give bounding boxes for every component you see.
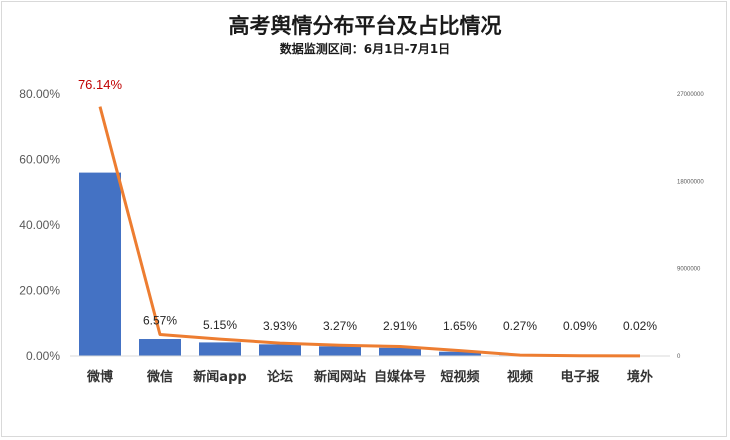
y-right-tick-label: 0 — [677, 354, 681, 360]
category-label: 短视频 — [440, 369, 479, 385]
y-right-tick-label: 18000000 — [677, 179, 704, 185]
category-label: 自媒体号 — [374, 369, 426, 385]
category-label: 微信 — [146, 369, 173, 385]
bar-新闻app — [199, 342, 241, 356]
data-label: 3.27% — [323, 319, 357, 333]
y-left-tick-label: 40.00% — [19, 218, 60, 232]
category-label: 视频 — [507, 369, 533, 385]
bar-微信 — [139, 339, 181, 356]
data-label: 6.57% — [143, 313, 177, 327]
y-right-tick-label: 27000000 — [677, 92, 704, 98]
bar-微博 — [79, 172, 121, 356]
bar-自媒体号 — [379, 347, 421, 356]
y-left-tick-label: 80.00% — [19, 87, 60, 101]
y-left-tick-label: 0.00% — [26, 349, 60, 363]
y-left-tick-label: 60.00% — [19, 153, 60, 167]
chart-title: 高考舆情分布平台及占比情况 — [228, 14, 502, 38]
data-label: 76.14% — [78, 77, 123, 92]
bar-论坛 — [259, 344, 301, 356]
data-label: 2.91% — [383, 319, 417, 333]
data-label: 5.15% — [203, 318, 237, 332]
category-label: 微博 — [86, 369, 113, 385]
data-label: 3.93% — [263, 319, 297, 333]
bar-新闻网站 — [319, 346, 361, 356]
chart-subtitle: 数据监测区间：6月1日-7月1日 — [279, 42, 451, 56]
category-label: 电子报 — [560, 369, 600, 385]
category-label: 新闻app — [193, 369, 246, 385]
data-label: 0.09% — [563, 319, 597, 333]
category-label: 境外 — [627, 369, 653, 385]
data-label: 0.27% — [503, 319, 537, 333]
data-label: 1.65% — [443, 319, 477, 333]
category-label: 新闻网站 — [314, 369, 366, 385]
share-line — [98, 106, 641, 358]
category-label: 论坛 — [267, 369, 293, 385]
y-left-tick-label: 20.00% — [19, 284, 60, 298]
y-right-tick-label: 9000000 — [677, 267, 701, 273]
data-label: 0.02% — [623, 319, 657, 333]
bar-短视频 — [439, 351, 481, 356]
